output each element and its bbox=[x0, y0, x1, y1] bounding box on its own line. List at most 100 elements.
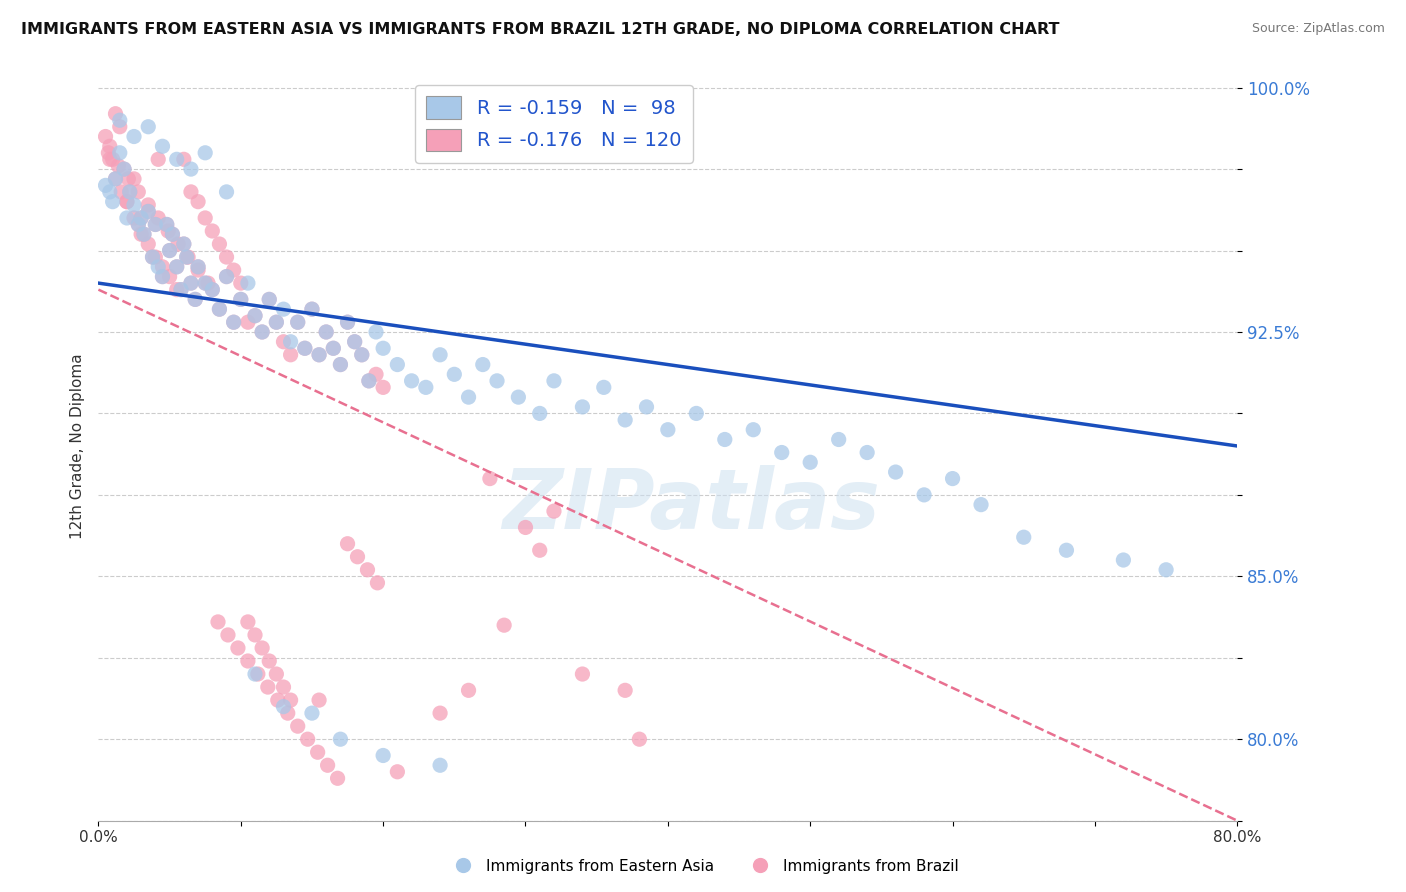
Point bbox=[176, 250, 198, 264]
Point bbox=[207, 615, 229, 629]
Point bbox=[308, 348, 330, 362]
Point bbox=[107, 159, 129, 173]
Point bbox=[229, 293, 252, 307]
Point bbox=[152, 139, 174, 153]
Point bbox=[343, 334, 366, 349]
Point bbox=[828, 433, 851, 447]
Point bbox=[343, 334, 366, 349]
Text: Source: ZipAtlas.com: Source: ZipAtlas.com bbox=[1251, 22, 1385, 36]
Point bbox=[180, 276, 202, 290]
Point bbox=[136, 198, 159, 212]
Point bbox=[108, 145, 131, 160]
Point bbox=[273, 699, 295, 714]
Point bbox=[266, 315, 288, 329]
Point bbox=[494, 618, 516, 632]
Point bbox=[152, 269, 174, 284]
Y-axis label: 12th Grade, No Diploma: 12th Grade, No Diploma bbox=[69, 353, 84, 539]
Point bbox=[429, 758, 451, 772]
Point bbox=[141, 250, 163, 264]
Point bbox=[243, 309, 266, 323]
Point bbox=[246, 667, 269, 681]
Point bbox=[166, 153, 188, 167]
Point bbox=[170, 283, 193, 297]
Point bbox=[152, 269, 174, 284]
Point bbox=[173, 153, 195, 167]
Point bbox=[329, 358, 352, 372]
Point bbox=[884, 465, 907, 479]
Point bbox=[208, 237, 231, 252]
Point bbox=[115, 211, 138, 225]
Point bbox=[457, 390, 479, 404]
Point bbox=[236, 276, 259, 290]
Point bbox=[529, 543, 551, 558]
Point bbox=[94, 129, 117, 144]
Point bbox=[280, 348, 302, 362]
Point bbox=[170, 283, 193, 297]
Point bbox=[329, 732, 352, 747]
Point bbox=[970, 498, 993, 512]
Point bbox=[657, 423, 679, 437]
Point bbox=[357, 374, 380, 388]
Point bbox=[148, 153, 170, 167]
Legend: R = -0.159   N =  98, R = -0.176   N = 120: R = -0.159 N = 98, R = -0.176 N = 120 bbox=[415, 85, 693, 163]
Point bbox=[122, 198, 145, 212]
Point bbox=[136, 120, 159, 134]
Point bbox=[280, 334, 302, 349]
Point bbox=[256, 680, 278, 694]
Point bbox=[152, 260, 174, 274]
Point bbox=[250, 640, 273, 655]
Point bbox=[167, 237, 190, 252]
Point bbox=[173, 237, 195, 252]
Point bbox=[415, 380, 437, 394]
Point bbox=[215, 250, 238, 264]
Point bbox=[294, 341, 316, 355]
Point bbox=[471, 358, 494, 372]
Point bbox=[145, 218, 167, 232]
Point bbox=[364, 325, 387, 339]
Point bbox=[273, 302, 295, 317]
Point bbox=[215, 269, 238, 284]
Point bbox=[194, 276, 217, 290]
Point bbox=[136, 237, 159, 252]
Point bbox=[543, 504, 565, 518]
Point bbox=[201, 224, 224, 238]
Point bbox=[307, 745, 329, 759]
Point bbox=[194, 276, 217, 290]
Text: ZIPatlas: ZIPatlas bbox=[502, 466, 880, 547]
Point bbox=[112, 162, 135, 177]
Point bbox=[118, 185, 141, 199]
Point bbox=[301, 706, 323, 720]
Point bbox=[350, 348, 373, 362]
Point bbox=[145, 250, 167, 264]
Point bbox=[266, 667, 288, 681]
Point bbox=[122, 172, 145, 186]
Point bbox=[222, 263, 245, 277]
Point bbox=[614, 413, 637, 427]
Point bbox=[373, 748, 395, 763]
Point bbox=[215, 185, 238, 199]
Legend: Immigrants from Eastern Asia, Immigrants from Brazil: Immigrants from Eastern Asia, Immigrants… bbox=[441, 853, 965, 880]
Point bbox=[770, 445, 793, 459]
Point bbox=[322, 341, 344, 355]
Point bbox=[156, 218, 179, 232]
Point bbox=[129, 211, 152, 225]
Point bbox=[215, 269, 238, 284]
Point bbox=[301, 302, 323, 317]
Point bbox=[148, 260, 170, 274]
Point bbox=[308, 348, 330, 362]
Point bbox=[127, 185, 149, 199]
Point bbox=[243, 309, 266, 323]
Point bbox=[162, 227, 184, 242]
Point bbox=[187, 194, 209, 209]
Point bbox=[201, 283, 224, 297]
Point bbox=[129, 211, 152, 225]
Point bbox=[187, 263, 209, 277]
Point bbox=[315, 325, 337, 339]
Point bbox=[614, 683, 637, 698]
Point bbox=[104, 172, 127, 186]
Point bbox=[273, 680, 295, 694]
Point bbox=[222, 315, 245, 329]
Point bbox=[373, 341, 395, 355]
Point bbox=[98, 185, 121, 199]
Point bbox=[294, 341, 316, 355]
